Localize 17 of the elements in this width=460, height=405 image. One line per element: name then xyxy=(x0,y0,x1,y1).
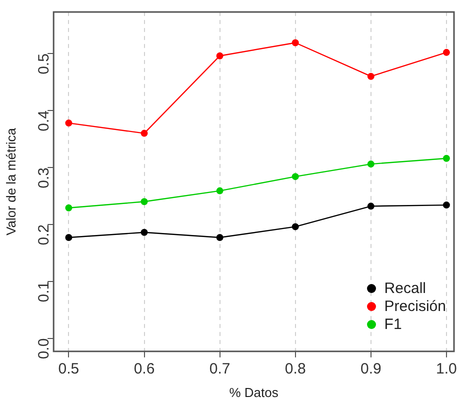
y-tick-label: 0.2 xyxy=(36,224,53,246)
x-axis-title: % Datos xyxy=(229,384,279,400)
y-tick-label: 0.3 xyxy=(36,167,53,188)
x-tick-label: 0.5 xyxy=(58,360,80,378)
x-tick-label: 0.6 xyxy=(134,360,155,378)
y-tick-label: 0.1 xyxy=(36,281,53,302)
legend-label: Recall xyxy=(384,280,426,297)
legend-label: Precisión xyxy=(384,298,446,315)
x-tick-label: 0.8 xyxy=(284,360,306,378)
x-tick-label: 1.0 xyxy=(436,360,457,378)
x-tick-label: 0.7 xyxy=(209,360,230,378)
y-tick-label: 0.4 xyxy=(36,110,53,132)
x-tick-label: 0.9 xyxy=(360,360,382,378)
y-tick-label: 0.5 xyxy=(36,54,53,74)
y-axis-title: Valor de la métrica xyxy=(3,127,18,236)
legend-label: F1 xyxy=(384,316,402,333)
y-tick-label: 0.0 xyxy=(36,338,53,360)
